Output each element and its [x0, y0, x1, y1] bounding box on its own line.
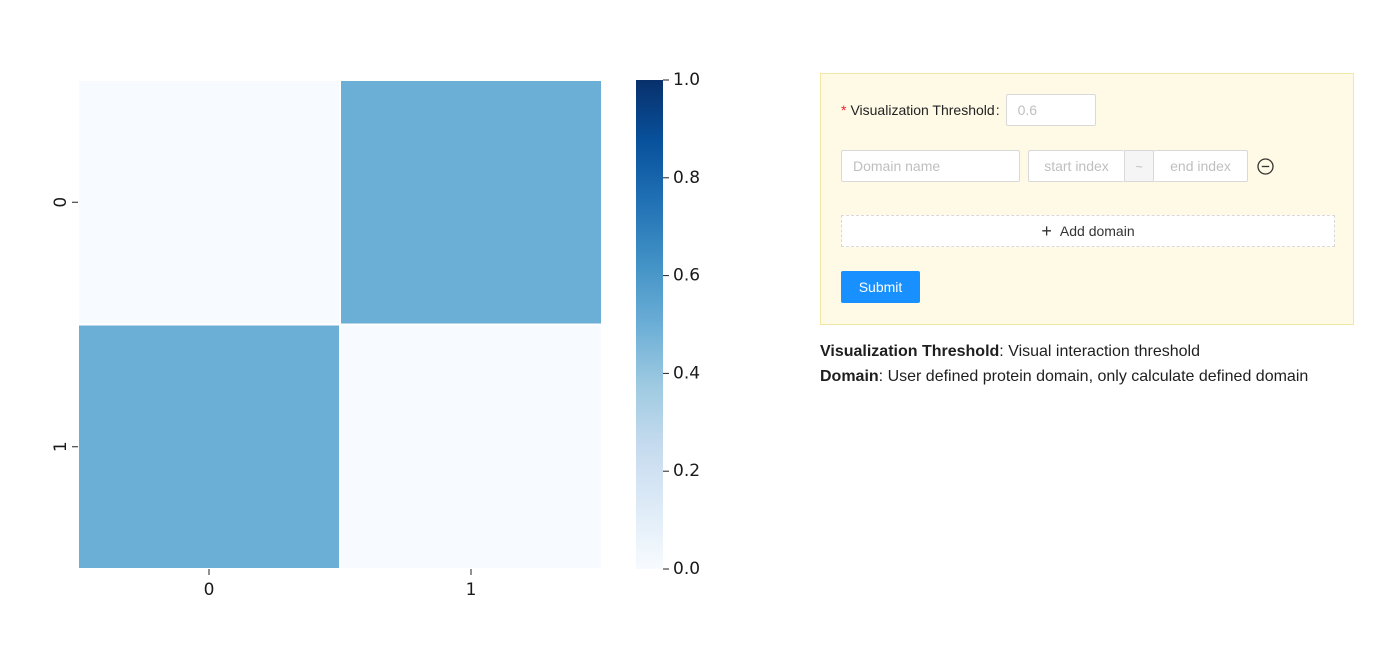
add-domain-button[interactable]: + Add domain [841, 215, 1335, 247]
y-tick-label: 0 [51, 197, 71, 208]
threshold-description: Visualization Threshold: Visual interact… [820, 339, 1308, 364]
required-mark: * [841, 102, 847, 118]
heatmap-cell [339, 79, 603, 326]
description-term: Domain [820, 368, 879, 385]
colorbar-tick-label: 0.0 [673, 559, 700, 579]
colorbar-tick-label: 1.0 [673, 70, 700, 90]
minus-circle-icon[interactable] [1256, 157, 1274, 175]
threshold-label-colon: : [995, 102, 1000, 118]
description-text: : Visual interaction threshold [999, 343, 1201, 360]
y-axis: 01 [51, 197, 78, 452]
threshold-label: Visualization Threshold [850, 102, 995, 118]
plus-icon: + [1041, 221, 1052, 241]
heatmap-cells [77, 79, 603, 570]
domain-name-input[interactable] [841, 150, 1020, 182]
colorbar-tick-label: 0.4 [673, 363, 700, 383]
domain-description: Domain: User defined protein domain, onl… [820, 364, 1308, 389]
domain-form-panel: * Visualization Threshold : ~ + Add doma… [820, 73, 1354, 325]
add-domain-label: Add domain [1059, 223, 1135, 239]
colorbar-axis: 0.0 0.2 0.4 0.6 0.8 1.0 [663, 70, 700, 579]
heatmap-cell [77, 79, 341, 326]
field-descriptions: Visualization Threshold: Visual interact… [820, 339, 1308, 389]
range-separator: ~ [1124, 150, 1154, 182]
heatmap-cell [339, 323, 603, 570]
colorbar-tick-label: 0.6 [673, 266, 700, 286]
threshold-row: * Visualization Threshold : [841, 94, 1096, 126]
start-index-input[interactable] [1028, 150, 1124, 182]
colorbar-tick-label: 0.8 [673, 168, 700, 188]
description-text: : User defined protein domain, only calc… [878, 368, 1309, 385]
x-tick-label: 0 [204, 580, 215, 600]
domain-row: ~ [841, 150, 1274, 182]
y-tick-label: 1 [51, 441, 71, 452]
end-index-input[interactable] [1154, 150, 1248, 182]
submit-button[interactable]: Submit [841, 271, 920, 303]
domain-range-group: ~ [1028, 150, 1248, 182]
threshold-input[interactable] [1005, 94, 1096, 126]
heatmap-cell [77, 323, 341, 570]
colorbar-tick-label: 0.2 [673, 461, 700, 481]
x-tick-label: 1 [466, 580, 477, 600]
colorbar [636, 80, 663, 569]
description-term: Visualization Threshold [820, 343, 1000, 360]
